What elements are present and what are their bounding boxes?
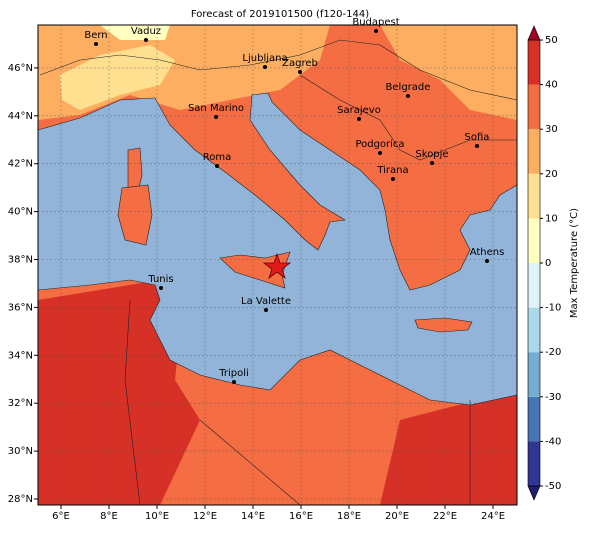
y-tick-label: 34°N xyxy=(8,350,33,361)
colorbar-tick-label: -10 xyxy=(545,303,561,314)
colorbar-segment xyxy=(528,441,540,486)
y-tick-label: 32°N xyxy=(8,398,33,409)
city-dot xyxy=(406,94,410,98)
city-label: Vaduz xyxy=(131,26,161,37)
city-dot xyxy=(159,286,163,290)
y-tick-label: 30°N xyxy=(8,446,33,457)
colorbar-segment xyxy=(528,218,540,263)
city-dot xyxy=(357,117,361,121)
colorbar-tick-label: -20 xyxy=(545,347,561,358)
colorbar-tick-label: -40 xyxy=(545,436,561,447)
x-tick-label: 22°E xyxy=(433,511,457,522)
x-tick-label: 14°E xyxy=(241,511,265,522)
colorbar-segment xyxy=(528,173,540,219)
colorbar-segment xyxy=(528,84,540,130)
city-label: Sarajevo xyxy=(337,105,381,116)
city-dot xyxy=(144,38,148,42)
city-label: Podgorica xyxy=(355,139,404,150)
city-label: Sofia xyxy=(465,132,490,143)
x-tick-label: 6°E xyxy=(52,511,70,522)
colorbar-label: Max Temperature (°C) xyxy=(569,208,580,318)
border xyxy=(39,39,517,505)
city-label: Tunis xyxy=(147,274,173,285)
y-tick-label: 28°N xyxy=(8,494,33,505)
city-dot xyxy=(232,380,236,384)
y-tick-label: 44°N xyxy=(8,111,33,122)
map-area xyxy=(38,25,517,505)
colorbar-segment xyxy=(528,129,540,174)
x-tick-label: 8°E xyxy=(100,511,118,522)
warm-zone xyxy=(380,25,517,120)
city-label: Belgrade xyxy=(386,82,431,93)
y-tick-label: 38°N xyxy=(8,255,33,266)
city-label: La Valette xyxy=(241,296,291,307)
colorbar-segment xyxy=(528,396,540,442)
colorbar-extend xyxy=(527,25,541,41)
star-marker xyxy=(262,252,292,280)
city-dot xyxy=(485,259,489,263)
city-dot xyxy=(430,161,434,165)
colorbar-tick-label: 40 xyxy=(545,80,558,91)
colorbar-tick-label: 50 xyxy=(545,35,558,46)
colorbar-tick-label: 0 xyxy=(545,258,551,269)
colorbar-segment xyxy=(528,263,540,308)
city-dot xyxy=(263,65,267,69)
y-tick-label: 36°N xyxy=(8,302,33,313)
x-tick-label: 24°E xyxy=(481,511,505,522)
x-tick-label: 10°E xyxy=(145,511,169,522)
x-tick-label: 20°E xyxy=(385,511,409,522)
city-dot xyxy=(264,308,268,312)
sea xyxy=(38,92,517,406)
city-dot xyxy=(215,164,219,168)
mild-zone xyxy=(100,25,170,40)
city-dot xyxy=(214,115,218,119)
colorbar-segment xyxy=(528,40,540,85)
colorbar-segment xyxy=(528,307,540,353)
city-label: Tripoli xyxy=(218,368,249,379)
colorbar-tick-label: 10 xyxy=(545,213,558,224)
city-dot xyxy=(94,42,98,46)
city-label: Roma xyxy=(203,152,232,163)
city-label: San Marino xyxy=(188,103,244,114)
y-tick-label: 40°N xyxy=(8,207,33,218)
city-label: Ljubljana xyxy=(242,53,287,64)
mild-zone xyxy=(60,45,175,110)
y-tick-label: 46°N xyxy=(8,63,33,74)
x-tick-label: 12°E xyxy=(193,511,217,522)
colorbar-tick-label: 30 xyxy=(545,124,558,135)
map-frame xyxy=(37,24,518,506)
city-label: Tirana xyxy=(376,165,408,176)
colorbar-extend xyxy=(527,485,541,501)
x-tick-label: 18°E xyxy=(337,511,361,522)
colorbar-tick-label: 20 xyxy=(545,169,558,180)
city-label: Athens xyxy=(470,247,505,258)
city-label: Skopje xyxy=(415,149,448,160)
hot-zone xyxy=(380,390,517,505)
city-label: Bern xyxy=(84,30,107,41)
y-tick-label: 42°N xyxy=(8,159,33,170)
island xyxy=(117,184,153,246)
city-dot xyxy=(298,70,302,74)
city-dot xyxy=(475,144,479,148)
colorbar-tick-label: -50 xyxy=(545,481,561,492)
colorbar-segment xyxy=(528,352,540,397)
city-label: Zagreb xyxy=(282,58,318,69)
x-tick-label: 16°E xyxy=(289,511,313,522)
map-title: Forecast of 2019101500 (f120-144) xyxy=(191,9,369,20)
city-dot xyxy=(374,29,378,33)
city-label: Budapest xyxy=(352,17,399,28)
city-dot xyxy=(378,151,382,155)
colorbar-tick-label: -30 xyxy=(545,392,561,403)
city-dot xyxy=(391,177,395,181)
